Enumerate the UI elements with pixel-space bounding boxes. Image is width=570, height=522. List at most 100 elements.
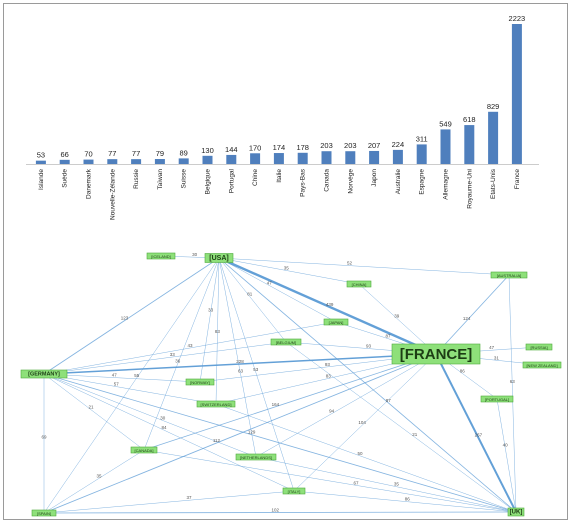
network-edge bbox=[43, 449, 145, 514]
node-portugal: [PORTUGAL] bbox=[480, 395, 514, 403]
node-label: [SWITZERLAND] bbox=[201, 402, 232, 407]
bar bbox=[107, 159, 118, 164]
network-edge bbox=[43, 373, 201, 383]
nodes-layer: [USA] [FRANCE] [GERMANY] [UK] [SPAIN] [ICELAN… bbox=[20, 252, 562, 517]
network-edge bbox=[43, 353, 437, 514]
network-edge bbox=[218, 257, 510, 276]
category-tick-label: Chine bbox=[252, 169, 259, 186]
bar bbox=[154, 159, 165, 164]
category-tick-label: Etats-Unis bbox=[490, 168, 497, 199]
node-label: [UK] bbox=[510, 509, 523, 515]
edge-weight-label: 164 bbox=[272, 402, 280, 407]
node-box bbox=[146, 252, 176, 260]
node-box bbox=[31, 509, 57, 517]
edge-weight-label: 47 bbox=[112, 373, 118, 378]
category-tick-label: Pays-Bas bbox=[300, 168, 307, 197]
bar-value-label: 70 bbox=[84, 150, 92, 159]
network-edge bbox=[218, 256, 437, 356]
bar-value-label: 77 bbox=[108, 149, 116, 158]
network-edge bbox=[43, 373, 295, 492]
edge-weight-label: 55 bbox=[134, 373, 140, 378]
edge-labels-layer: 30 52 35 439 123 87 47 81 53 83 36 63 33 55 228 267 112 1… bbox=[41, 252, 515, 512]
edge-weight-label: 21 bbox=[412, 432, 418, 437]
network-edge bbox=[199, 257, 220, 383]
node-belgium: [BELGIUM] bbox=[270, 338, 302, 346]
network-edge bbox=[435, 353, 517, 513]
node-box bbox=[196, 400, 236, 408]
edge-weight-label: 83 bbox=[215, 329, 221, 334]
bar-value-label: 224 bbox=[392, 140, 405, 149]
node-box bbox=[130, 446, 158, 454]
bar-value-label: 79 bbox=[156, 149, 164, 158]
bar bbox=[297, 152, 308, 164]
edge-weight-label: 123 bbox=[121, 316, 129, 321]
network-edge bbox=[255, 456, 517, 513]
edge-weight-label: 81 bbox=[247, 292, 253, 297]
bar-value-label: 144 bbox=[225, 145, 238, 154]
category-tick-label: Russie bbox=[133, 169, 140, 189]
node-newzealand: [NEW ZEALAND] bbox=[522, 361, 562, 369]
node-russia: [RUSSIA] bbox=[525, 343, 553, 351]
network-edge bbox=[43, 257, 220, 514]
edge-weight-label: 63 bbox=[238, 368, 244, 373]
bar bbox=[369, 150, 380, 164]
category-tick-label: Japon bbox=[371, 169, 378, 187]
node-spain: [SPAIN] bbox=[31, 509, 57, 517]
network-edge bbox=[143, 353, 437, 451]
edge-weight-label: 86 bbox=[405, 497, 411, 502]
category-tick-label: France bbox=[514, 169, 521, 190]
bar-value-label: 2223 bbox=[509, 14, 526, 23]
network-edge bbox=[43, 353, 437, 375]
edge-weight-label: 37 bbox=[186, 495, 192, 500]
network-edge bbox=[43, 511, 517, 514]
edge-weight-label: 94 bbox=[329, 409, 335, 414]
node-label: [JAPAN] bbox=[329, 320, 344, 325]
edge-weight-label: 50 bbox=[357, 451, 363, 456]
edge-weight-label: 93 bbox=[325, 362, 331, 367]
category-tick-label: Italie bbox=[276, 169, 283, 183]
category-tick-label: Suisse bbox=[181, 169, 188, 189]
node-label: [CANADA] bbox=[135, 448, 154, 453]
category-tick-label: Portugal bbox=[228, 168, 235, 193]
edge-weight-label: 267 bbox=[475, 433, 483, 438]
bar bbox=[392, 149, 403, 164]
bar bbox=[35, 160, 46, 164]
network-edge bbox=[43, 373, 145, 451]
bar bbox=[511, 24, 522, 164]
bar-value-label: 203 bbox=[320, 141, 333, 150]
edge-weight-label: 86 bbox=[460, 368, 466, 373]
category-tick-label: Nouvelle-Zélande bbox=[109, 169, 116, 220]
bar bbox=[178, 158, 189, 164]
bar bbox=[416, 144, 427, 164]
category-tick-label: Allemagne bbox=[443, 169, 450, 200]
node-box bbox=[480, 395, 514, 403]
edge-weight-label: 93 bbox=[366, 344, 372, 349]
node-label: [AUSTRALIA] bbox=[497, 273, 521, 278]
node-box bbox=[270, 338, 302, 346]
node-label: [FRANCE] bbox=[400, 346, 473, 363]
bar bbox=[59, 159, 70, 164]
edge-weight-label: 33 bbox=[170, 352, 176, 357]
node-label: [GERMANY] bbox=[28, 371, 60, 377]
network-edge bbox=[43, 341, 287, 375]
bar-value-label: 829 bbox=[487, 102, 500, 111]
edge-weight-label: 102 bbox=[272, 508, 280, 513]
node-box bbox=[507, 507, 525, 517]
figure-frame: 53 Islande 66 Suède 70 Danemark 77 Nouvelle-Zél… bbox=[3, 3, 568, 520]
edge-weight-label: 129 bbox=[248, 430, 256, 435]
node-box bbox=[323, 318, 349, 326]
bar-value-label: 170 bbox=[249, 143, 262, 152]
edge-weight-label: 33 bbox=[208, 308, 214, 313]
edge-weight-label: 63 bbox=[510, 379, 516, 384]
bar-value-label: 178 bbox=[296, 143, 309, 152]
bar-value-label: 130 bbox=[201, 146, 214, 155]
node-box bbox=[525, 343, 553, 351]
network-edge bbox=[218, 257, 257, 458]
node-netherlands: [NETHERLANDS] bbox=[235, 453, 277, 461]
node-label: [BELGIUM] bbox=[276, 340, 296, 345]
edge-weight-label: 39 bbox=[394, 313, 400, 318]
node-box bbox=[20, 369, 68, 379]
bar-value-label: 549 bbox=[439, 119, 452, 128]
bar-value-label: 53 bbox=[37, 151, 45, 160]
node-china: [CHINA] bbox=[346, 280, 372, 288]
